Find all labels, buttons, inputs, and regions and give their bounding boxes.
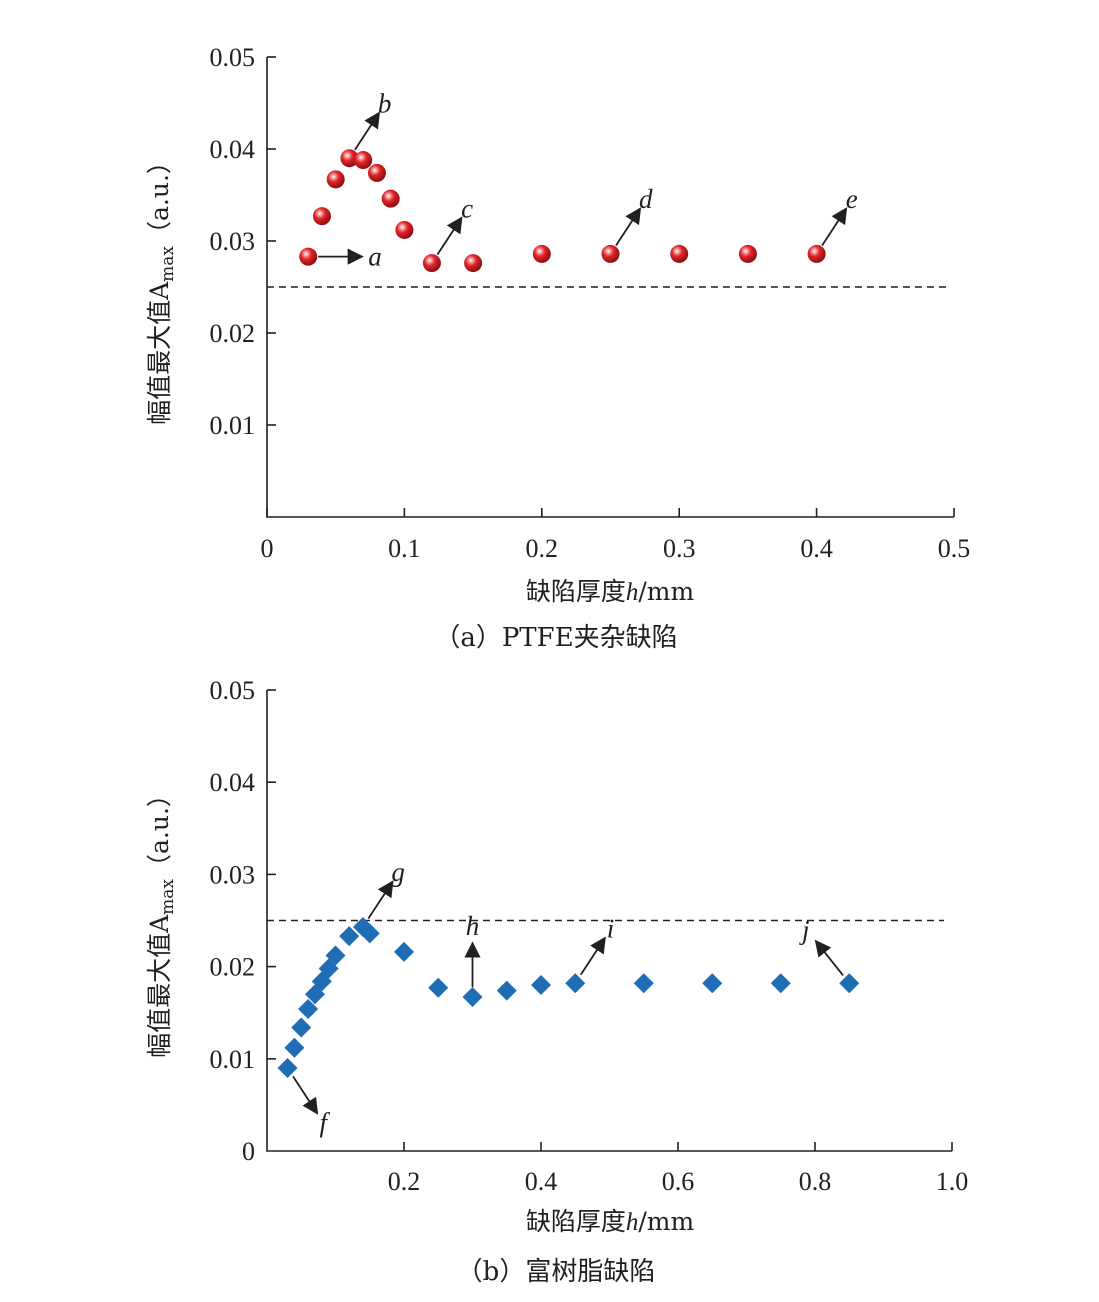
data-point: [601, 244, 620, 263]
data-point: [339, 926, 360, 947]
x-tick-label: 0.4: [525, 1167, 558, 1196]
x-tick-label: 0.5: [938, 534, 971, 563]
annotation-label-f: f: [319, 1107, 330, 1137]
annotation-arrow: [615, 207, 642, 246]
annotation-arrow: [436, 216, 463, 256]
y-tick-label: 0.02: [210, 953, 256, 982]
data-point: [284, 1037, 305, 1058]
data-point: [532, 244, 551, 263]
x-axis-label-b: 缺陷厚度h/mm: [526, 1207, 695, 1236]
data-point: [326, 170, 345, 189]
y-axis-label-b: 幅值最大值Amax（a.u.）: [145, 782, 178, 1058]
y-ticks-a: 0.01 0.02 0.03 0.04 0.05: [210, 43, 276, 440]
data-point: [839, 973, 860, 994]
annotation-arrow: [292, 1075, 319, 1115]
y-tick-label: 0: [242, 1137, 255, 1166]
annotation-label-i: i: [607, 913, 615, 943]
data-point: [738, 244, 757, 263]
data-point: [299, 247, 318, 266]
y-tick-label: 0.03: [210, 860, 256, 889]
data-point: [312, 207, 331, 226]
y-tick-label: 0.04: [210, 135, 256, 164]
x-tick-label: 0.2: [526, 534, 559, 563]
data-point: [464, 254, 483, 273]
data-points-a: [299, 149, 826, 273]
caption-b: （b）富树脂缺陷: [457, 1257, 656, 1287]
annotation-arrow: [821, 207, 848, 246]
annotations-b: f g h i j: [292, 857, 844, 1137]
data-points-b: [277, 916, 860, 1079]
data-point: [394, 941, 414, 962]
annotation-arrow: [367, 880, 394, 920]
x-tick-label: 0.8: [799, 1167, 832, 1196]
annotation-label-a: a: [368, 242, 382, 272]
annotation-label-d: d: [639, 184, 653, 214]
data-point: [807, 244, 826, 263]
y-axis-label-a: 幅值最大值Amax（a.u.）: [145, 149, 178, 425]
panel-b: 0 0.01 0.02 0.03 0.04 0.05 0.2 0.4 0.6 0.8 1.0 f g…: [145, 676, 968, 1287]
x-tick-label: 1.0: [936, 1167, 969, 1196]
x-tick-label: 0.4: [800, 534, 833, 563]
panel-a: 0.01 0.02 0.03 0.04 0.05 0 0.1 0.2 0.3 0.4 0.5 a b…: [145, 43, 970, 653]
data-point: [367, 163, 386, 182]
data-point: [565, 973, 586, 994]
data-point: [325, 945, 346, 966]
annotation-label-g: g: [391, 857, 405, 887]
annotations-a: a b c d e: [318, 88, 858, 272]
y-tick-label: 0.05: [210, 43, 256, 72]
y-tick-label: 0.02: [210, 319, 256, 348]
x-tick-label: 0.1: [388, 534, 421, 563]
data-point: [298, 999, 319, 1020]
y-tick-label: 0.04: [210, 768, 256, 797]
data-point: [428, 977, 449, 998]
data-point: [531, 975, 551, 996]
data-point: [340, 149, 359, 168]
axis-frame-b: [266, 690, 952, 1152]
x-ticks-b: 0.2 0.4 0.6 0.8 1.0: [388, 1142, 969, 1196]
x-tick-label: 0.6: [662, 1167, 695, 1196]
annotation-label-e: e: [846, 184, 858, 214]
x-axis-label-a: 缺陷厚度h/mm: [526, 577, 695, 606]
x-tick-label: 0.2: [388, 1167, 421, 1196]
annotation-label-b: b: [378, 88, 392, 118]
annotation-label-j: j: [799, 915, 810, 945]
x-tick-label: 0: [261, 534, 274, 563]
y-tick-label: 0.03: [210, 227, 256, 256]
y-tick-label: 0.01: [210, 411, 256, 440]
y-tick-label: 0.01: [210, 1045, 256, 1074]
data-point: [422, 254, 441, 273]
data-point: [354, 151, 373, 170]
data-point: [395, 220, 414, 239]
data-point: [633, 973, 654, 994]
data-point: [702, 973, 723, 994]
data-point: [462, 987, 483, 1008]
data-point: [496, 980, 517, 1001]
annotation-arrow: [579, 936, 606, 976]
data-point: [670, 244, 689, 263]
data-point: [770, 973, 791, 994]
data-point: [359, 923, 380, 944]
annotation-label-h: h: [466, 911, 480, 941]
annotation-arrow: [354, 111, 381, 151]
caption-a: （a）PTFE夹杂缺陷: [434, 623, 677, 653]
annotation-label-c: c: [461, 193, 473, 223]
data-point: [277, 1058, 298, 1079]
annotation-arrow: [814, 939, 844, 976]
y-ticks-b: 0 0.01 0.02 0.03 0.04 0.05: [210, 676, 276, 1166]
data-point: [291, 1017, 312, 1038]
y-tick-label: 0.05: [210, 676, 256, 705]
x-ticks-a: 0 0.1 0.2 0.3 0.4 0.5: [261, 508, 971, 563]
x-tick-label: 0.3: [663, 534, 696, 563]
data-point: [381, 189, 400, 208]
